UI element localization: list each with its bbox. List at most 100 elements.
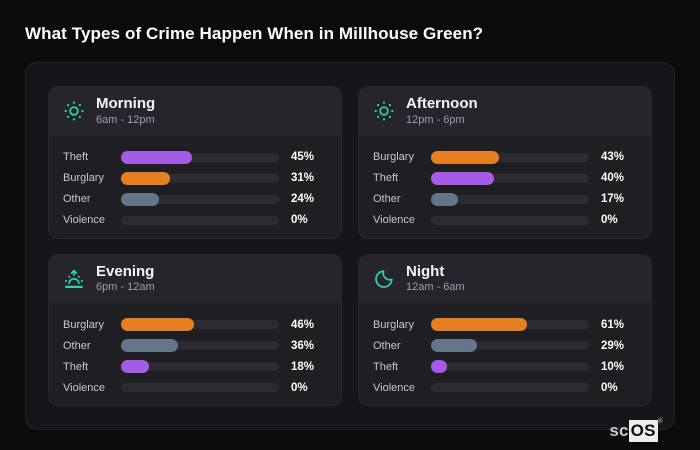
bar-row: Theft 45% (63, 147, 327, 168)
registered-trademark-symbol: ® (657, 418, 663, 425)
bar-track (121, 192, 279, 206)
bar-value: 40% (601, 172, 625, 184)
bar-track (121, 171, 279, 185)
bar-label: Violence (373, 214, 415, 226)
bar-fill (431, 192, 458, 206)
card-subtitle: 12am - 6am (406, 281, 465, 294)
sun-icon (63, 100, 85, 122)
bar-fill (121, 318, 194, 331)
card-afternoon-bars: Burglary 43% Theft 40% Other 17% Violenc… (359, 136, 651, 238)
card-evening-header: Evening 6pm - 12am (49, 254, 341, 303)
scos-logo-suffix: OS (628, 420, 658, 442)
bar-label: Violence (63, 381, 105, 394)
scos-logo: sc OS ® (609, 418, 663, 442)
card-evening-titles: Evening 6pm - 12am (96, 263, 155, 296)
bar-track (121, 383, 279, 392)
bar-row: Burglary 46% (63, 314, 327, 335)
bar-value: 18% (291, 360, 315, 373)
bar-value: 0% (291, 381, 308, 394)
scos-logo-prefix: sc (609, 421, 629, 440)
card-night-bars: Burglary 61% Other 29% Theft 10% Violenc… (359, 303, 651, 405)
bar-label: Violence (63, 214, 105, 226)
bar-track (431, 339, 589, 352)
bar-row: Violence 0% (63, 377, 327, 398)
card-afternoon-titles: Afternoon 12pm - 6pm (406, 95, 478, 128)
bar-label: Other (373, 339, 401, 352)
bar-row: Violence 0% (373, 377, 637, 398)
bar-track (431, 360, 589, 373)
bar-fill (121, 150, 193, 164)
bar-label: Burglary (373, 151, 414, 163)
bar-track (431, 215, 589, 225)
bar-row: Theft 18% (63, 356, 327, 377)
bar-track (121, 339, 279, 352)
bar-track (431, 383, 589, 392)
card-title: Morning (96, 95, 156, 112)
bar-value: 0% (601, 381, 618, 394)
bar-track (431, 318, 589, 331)
bar-value: 29% (601, 339, 625, 352)
bar-track (431, 150, 589, 164)
card-morning-titles: Morning 6am - 12pm (96, 95, 155, 128)
bar-track (121, 215, 279, 225)
bar-fill (121, 171, 170, 185)
bar-value: 43% (601, 151, 625, 163)
bar-row: Violence 0% (63, 210, 327, 231)
sunrise-icon (63, 269, 85, 288)
bar-row: Burglary 43% (373, 147, 637, 168)
bar-row: Violence 0% (373, 210, 637, 231)
card-evening: Evening 6pm - 12am Burglary 46% Other 36… (48, 253, 342, 406)
bar-row: Theft 10% (373, 356, 637, 377)
bar-value: 45% (291, 151, 315, 163)
card-subtitle: 6am - 12pm (96, 113, 155, 126)
bar-value: 17% (601, 193, 625, 205)
bar-label: Burglary (373, 318, 414, 331)
bar-row: Other 24% (63, 189, 327, 210)
card-morning-bars: Theft 45% Burglary 31% Other 24% Violenc… (49, 136, 341, 238)
moon-icon (375, 270, 393, 288)
card-morning: Morning 6am - 12pm Theft 45% Burglary 31… (48, 86, 342, 239)
card-night-header: Night 12am - 6am (359, 254, 651, 303)
bar-value: 10% (601, 360, 625, 373)
bar-fill (121, 192, 159, 206)
bar-label: Theft (63, 360, 89, 373)
bar-row: Other 17% (373, 189, 637, 210)
page-title: What Types of Crime Happen When in Millh… (25, 24, 484, 43)
bar-label: Burglary (63, 318, 104, 331)
card-afternoon-header: Afternoon 12pm - 6pm (359, 87, 651, 136)
bar-row: Other 36% (63, 335, 327, 356)
bar-value: 0% (291, 214, 308, 226)
bar-row: Burglary 61% (373, 314, 637, 335)
bar-fill (431, 150, 499, 164)
card-afternoon: Afternoon 12pm - 6pm Burglary 43% Theft … (358, 86, 652, 239)
bar-value: 31% (291, 172, 315, 184)
bar-value: 61% (601, 318, 625, 331)
bar-fill (431, 339, 477, 352)
card-title: Afternoon (406, 95, 478, 112)
bar-label: Other (63, 193, 91, 205)
sun-icon (373, 100, 395, 122)
bar-row: Theft 40% (373, 168, 637, 189)
bar-value: 36% (291, 339, 315, 352)
bar-label: Violence (373, 381, 415, 394)
card-subtitle: 6pm - 12am (96, 281, 155, 294)
card-title: Night (406, 262, 445, 280)
bar-fill (431, 171, 495, 185)
bar-label: Other (373, 193, 401, 205)
card-evening-bars: Burglary 46% Other 36% Theft 18% Violenc… (49, 303, 341, 405)
bar-track (121, 150, 279, 164)
bar-label: Theft (63, 151, 89, 163)
bar-fill (121, 339, 178, 352)
bar-label: Burglary (63, 172, 104, 184)
bar-fill (431, 360, 447, 373)
bar-row: Other 29% (373, 335, 637, 356)
bar-track (431, 171, 589, 185)
bar-label: Theft (373, 360, 399, 373)
bar-value: 46% (291, 318, 315, 331)
bar-fill (121, 360, 150, 373)
bar-fill (431, 318, 528, 331)
bar-value: 0% (601, 214, 618, 226)
bar-track (431, 192, 589, 206)
bar-value: 24% (291, 193, 315, 205)
card-night-titles: Night 12am - 6am (406, 263, 465, 296)
